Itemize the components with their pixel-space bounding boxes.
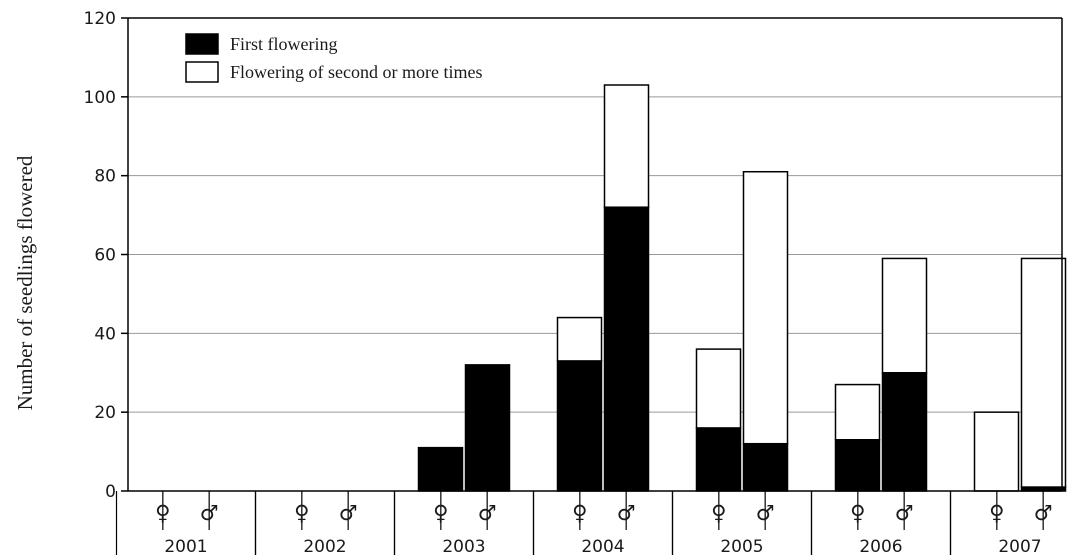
bar-first-flowering-2005-female — [695, 427, 742, 492]
year-label: 2007 — [998, 537, 1041, 555]
y-tick-label: 60 — [94, 246, 116, 266]
bar-repeat-flowering-2007-female — [973, 411, 1020, 492]
male-symbol: ♂ — [200, 501, 219, 525]
male-symbol: ♂ — [617, 501, 636, 525]
legend: First flowering Flowering of second or mo… — [185, 33, 482, 83]
y-axis-label: Number of seedlings flowered — [13, 155, 37, 410]
bar-repeat-flowering-2005-male — [742, 170, 789, 445]
male-symbol: ♂ — [478, 501, 497, 525]
male-symbol: ♂ — [339, 501, 358, 525]
bar-repeat-flowering-2004-male — [603, 84, 650, 208]
bar-first-flowering-2006-female — [834, 439, 881, 492]
x-axis-categories: ♀ ♂ 2001 ♀ ♂ 2002 ♀ ♂ 2003 ♀ ♂ 2004 ♀ ♂ 2005 ♀ ♂ 2006 ♀ ♂ 20… — [115, 491, 1053, 555]
female-symbol: ♀ — [572, 501, 587, 525]
year-label: 2003 — [442, 537, 485, 555]
bar-first-flowering-2004-male — [603, 206, 650, 492]
bar-first-flowering-2006-male — [881, 372, 928, 492]
bars — [417, 84, 1067, 492]
male-symbol: ♂ — [1034, 501, 1053, 525]
bar-first-flowering-2003-female — [417, 446, 464, 492]
bar-repeat-flowering-2007-male — [1020, 257, 1067, 488]
bar-repeat-flowering-2005-female — [695, 348, 742, 429]
legend-swatch-first-flowering — [185, 33, 219, 55]
bar-repeat-flowering-2004-female — [556, 316, 603, 362]
bar-repeat-flowering-2006-female — [834, 383, 881, 441]
female-symbol: ♀ — [433, 501, 448, 525]
year-label: 2006 — [859, 537, 902, 555]
male-symbol: ♂ — [895, 501, 914, 525]
legend-label-repeat-flowering: Flowering of second or more times — [230, 62, 482, 82]
bar-first-flowering-2003-male — [464, 364, 511, 492]
y-tick-label: 40 — [94, 324, 116, 344]
legend-label-first-flowering: First flowering — [230, 34, 338, 54]
male-symbol: ♂ — [756, 501, 775, 525]
y-tick-label: 20 — [94, 403, 116, 423]
y-tick-label: 80 — [94, 167, 116, 187]
female-symbol: ♀ — [850, 501, 865, 525]
axes: 0 20 40 60 80 100 120 — [84, 9, 1063, 502]
y-tick-label: 120 — [84, 9, 116, 29]
y-tick-label: 100 — [84, 88, 116, 108]
bar-repeat-flowering-2006-male — [881, 257, 928, 374]
female-symbol: ♀ — [711, 501, 726, 525]
bar-first-flowering-2005-male — [742, 442, 789, 492]
year-label: 2004 — [581, 537, 624, 555]
year-label: 2001 — [164, 537, 207, 555]
year-label: 2005 — [720, 537, 763, 555]
legend-swatch-repeat-flowering — [185, 61, 219, 83]
female-symbol: ♀ — [155, 501, 170, 525]
female-symbol: ♀ — [294, 501, 309, 525]
year-label: 2002 — [303, 537, 346, 555]
bar-first-flowering-2004-female — [556, 360, 603, 492]
female-symbol: ♀ — [989, 501, 1004, 525]
y-tick-label: 0 — [105, 482, 116, 502]
